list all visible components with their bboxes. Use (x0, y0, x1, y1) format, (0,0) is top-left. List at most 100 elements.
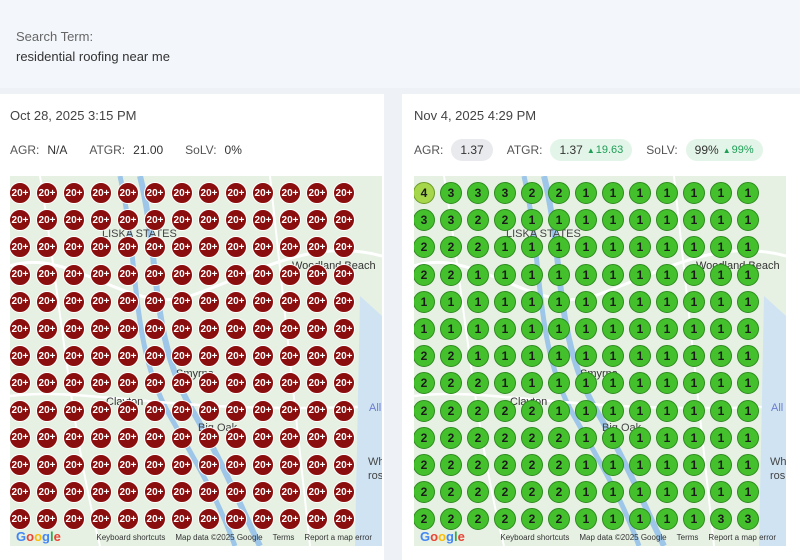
rank-pin[interactable]: 20+ (171, 372, 193, 395)
rank-pin[interactable]: 1 (629, 454, 651, 476)
rank-pin[interactable]: 20+ (36, 508, 58, 531)
rank-pin[interactable]: 20+ (63, 454, 85, 476)
rank-pin[interactable]: 20+ (144, 209, 166, 232)
report-map-error-link[interactable]: Report a map error (708, 532, 776, 542)
rank-pin[interactable]: 1 (656, 290, 678, 313)
rank-pin[interactable]: 4 (414, 182, 435, 204)
terms-link[interactable]: Terms (676, 532, 699, 542)
rank-pin[interactable]: 20+ (252, 372, 274, 395)
rank-pin[interactable]: 1 (656, 263, 678, 286)
rank-pin[interactable]: 1 (683, 290, 705, 313)
rank-pin[interactable]: 1 (602, 263, 624, 286)
rank-pin[interactable]: 2 (548, 182, 570, 204)
rank-pin[interactable]: 20+ (144, 426, 166, 449)
rank-pin[interactable]: 1 (629, 182, 651, 204)
rank-pin[interactable]: 20+ (252, 236, 274, 259)
rank-pin[interactable]: 1 (683, 454, 705, 476)
rank-pin[interactable]: 20+ (10, 454, 31, 476)
rank-pin[interactable]: 1 (440, 318, 462, 340)
rank-pin[interactable]: 1 (656, 481, 678, 504)
rank-pin[interactable]: 20+ (198, 426, 220, 449)
rank-pin[interactable]: 2 (414, 263, 435, 286)
rank-pin[interactable]: 1 (737, 426, 759, 449)
rank-pin[interactable]: 20+ (144, 454, 166, 476)
rank-pin[interactable]: 20+ (252, 426, 274, 449)
rank-pin[interactable]: 20+ (333, 236, 355, 259)
rank-pin[interactable]: 1 (575, 318, 597, 340)
rank-pin[interactable]: 2 (440, 263, 462, 286)
rank-pin[interactable]: 20+ (36, 263, 58, 286)
rank-pin[interactable]: 20+ (252, 454, 274, 476)
rank-pin[interactable]: 1 (629, 290, 651, 313)
rank-pin[interactable]: 1 (683, 426, 705, 449)
rank-pin[interactable]: 1 (656, 182, 678, 204)
rank-pin[interactable]: 20+ (144, 372, 166, 395)
rank-pin[interactable]: 20+ (117, 399, 139, 422)
rank-pin[interactable]: 20+ (225, 372, 247, 395)
rank-pin[interactable]: 20+ (252, 263, 274, 286)
rank-pin[interactable]: 20+ (63, 182, 85, 204)
rank-pin[interactable]: 20+ (144, 318, 166, 340)
rank-pin[interactable]: 20+ (63, 236, 85, 259)
rank-pin[interactable]: 2 (521, 399, 543, 422)
rank-pin[interactable]: 1 (494, 236, 516, 259)
rank-pin[interactable]: 1 (467, 345, 489, 368)
rank-pin[interactable]: 1 (683, 345, 705, 368)
rank-pin[interactable]: 20+ (198, 209, 220, 232)
rank-pin[interactable]: 20+ (306, 263, 328, 286)
rank-pin[interactable]: 1 (548, 399, 570, 422)
rank-pin[interactable]: 1 (737, 290, 759, 313)
rank-pin[interactable]: 1 (683, 318, 705, 340)
rank-pin[interactable]: 20+ (90, 454, 112, 476)
rank-pin[interactable]: 1 (710, 345, 732, 368)
rank-pin[interactable]: 20+ (225, 236, 247, 259)
rank-pin[interactable]: 20+ (10, 508, 31, 531)
rank-pin[interactable]: 20+ (171, 318, 193, 340)
rank-pin[interactable]: 1 (521, 236, 543, 259)
rank-pin[interactable]: 20+ (63, 399, 85, 422)
rank-pin[interactable]: 2 (494, 209, 516, 232)
rank-pin[interactable]: 1 (683, 481, 705, 504)
rank-pin[interactable]: 20+ (279, 209, 301, 232)
rank-pin[interactable]: 20+ (117, 345, 139, 368)
rank-pin[interactable]: 2 (440, 236, 462, 259)
rank-pin[interactable]: 20+ (90, 508, 112, 531)
rank-pin[interactable]: 1 (737, 372, 759, 395)
rank-pin[interactable]: 20+ (171, 209, 193, 232)
rank-pin[interactable]: 20+ (252, 399, 274, 422)
rank-pin[interactable]: 2 (414, 345, 435, 368)
rank-pin[interactable]: 1 (629, 372, 651, 395)
rank-pin[interactable]: 20+ (63, 290, 85, 313)
rank-pin[interactable]: 1 (683, 399, 705, 422)
rank-pin[interactable]: 20+ (144, 236, 166, 259)
rank-pin[interactable]: 2 (414, 236, 435, 259)
rank-pin[interactable]: 1 (602, 481, 624, 504)
rank-pin[interactable]: 20+ (252, 481, 274, 504)
rank-pin[interactable]: 20+ (198, 481, 220, 504)
rank-pin[interactable]: 20+ (279, 318, 301, 340)
rank-pin[interactable]: 2 (494, 399, 516, 422)
rank-pin[interactable]: 20+ (279, 508, 301, 531)
rank-pin[interactable]: 2 (521, 481, 543, 504)
rank-pin[interactable]: 20+ (279, 454, 301, 476)
rank-pin[interactable]: 20+ (63, 318, 85, 340)
rank-pin[interactable]: 1 (602, 209, 624, 232)
rank-pin[interactable]: 1 (656, 209, 678, 232)
rank-pin[interactable]: 2 (467, 372, 489, 395)
rank-pin[interactable]: 20+ (171, 454, 193, 476)
rank-pin[interactable]: 20+ (198, 508, 220, 531)
rank-pin[interactable]: 20+ (333, 481, 355, 504)
rank-pin[interactable]: 1 (629, 318, 651, 340)
rank-pin[interactable]: 1 (602, 236, 624, 259)
rank-pin[interactable]: 1 (521, 209, 543, 232)
rank-pin[interactable]: 20+ (63, 345, 85, 368)
rank-pin[interactable]: 1 (602, 345, 624, 368)
rank-pin[interactable]: 20+ (306, 454, 328, 476)
rank-pin[interactable]: 1 (629, 508, 651, 531)
rank-pin[interactable]: 3 (737, 508, 759, 531)
rank-pin[interactable]: 1 (683, 209, 705, 232)
rank-pin[interactable]: 1 (737, 481, 759, 504)
rank-pin[interactable]: 2 (494, 454, 516, 476)
rank-pin[interactable]: 20+ (306, 290, 328, 313)
rank-pin[interactable]: 20+ (117, 454, 139, 476)
